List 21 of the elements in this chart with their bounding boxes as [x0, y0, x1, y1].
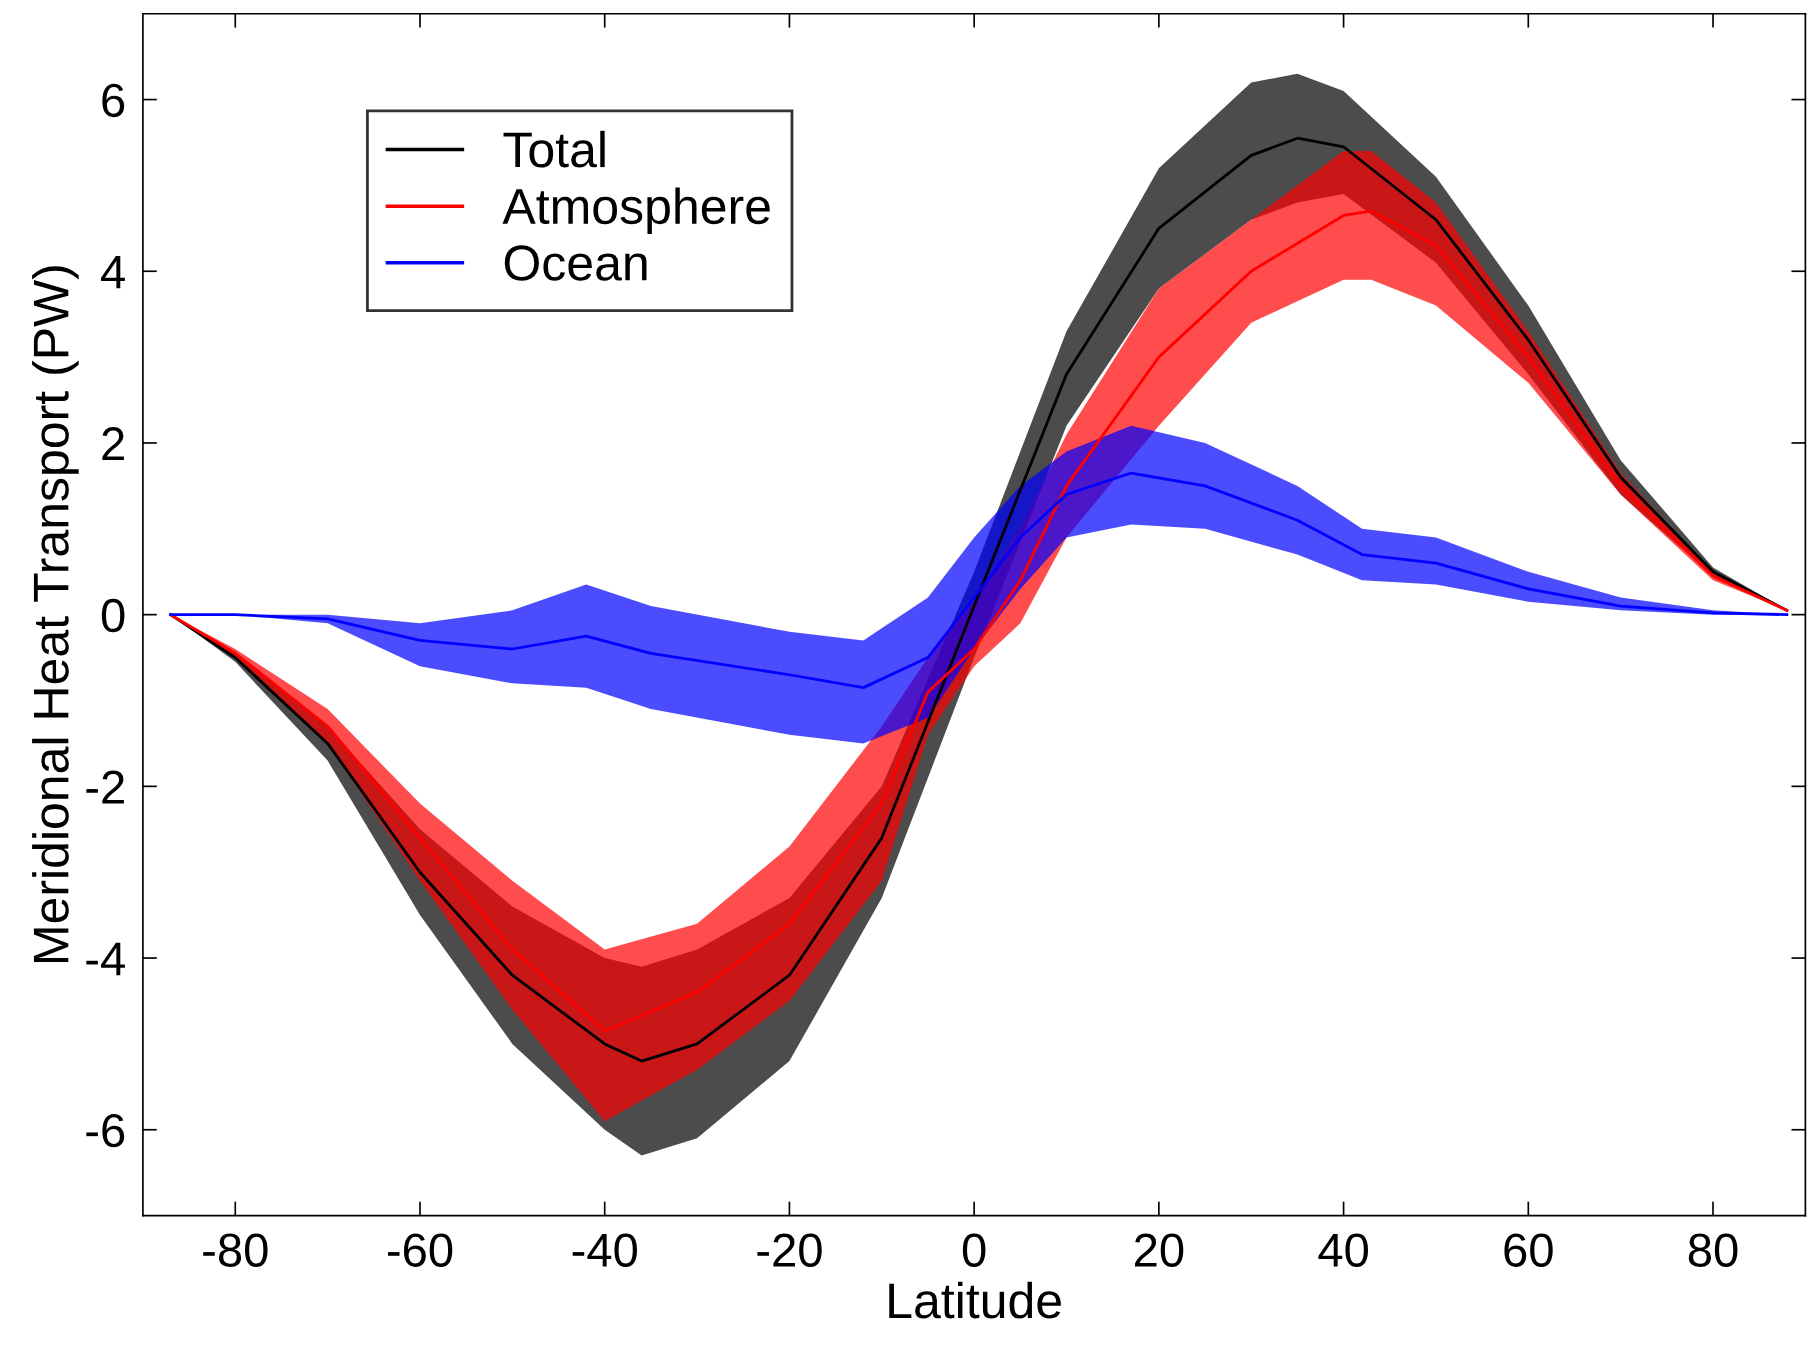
x-tick-label: 0 — [962, 1233, 986, 1267]
y-tick-label: -6 — [86, 1113, 125, 1148]
legend-label: Total — [503, 130, 605, 168]
x-tick-label: -60 — [387, 1233, 453, 1267]
x-tick-label: 80 — [1688, 1233, 1738, 1267]
x-tick-label: -80 — [203, 1233, 268, 1267]
y-axis-title: Meridional Heat Transport (PW) — [32, 266, 79, 963]
y-tick-label: 2 — [102, 427, 124, 461]
legend-label: Ocean — [504, 245, 647, 281]
x-axis-title: Latitude — [889, 1281, 1061, 1319]
x-tick-label: 20 — [1134, 1233, 1184, 1267]
y-tick-label: 6 — [102, 83, 125, 118]
x-tick-label: 60 — [1504, 1233, 1553, 1267]
y-tick-label: 0 — [101, 598, 125, 633]
x-tick-label: -40 — [572, 1233, 637, 1267]
x-tick-label: -20 — [757, 1233, 822, 1267]
y-tick-label: -4 — [86, 942, 125, 976]
legend-label: Atmosphere — [502, 187, 770, 235]
x-tick-label: 40 — [1318, 1233, 1368, 1267]
y-tick-label: -2 — [86, 770, 124, 804]
y-tick-label: 4 — [101, 255, 125, 289]
